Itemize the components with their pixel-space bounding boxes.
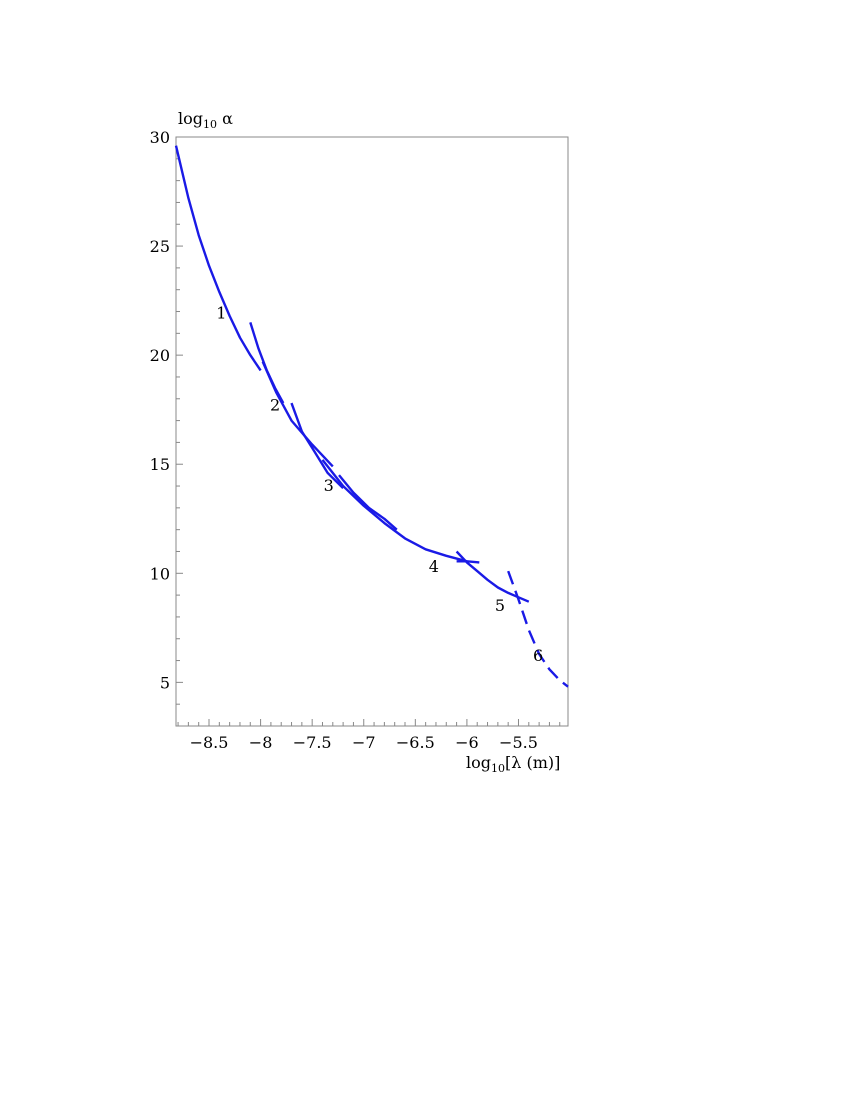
curve-1: [174, 145, 262, 372]
y-tick-label: 20: [150, 346, 170, 365]
curve-label-4: 4: [429, 557, 439, 576]
axis-ticks: [176, 136, 561, 726]
curve-8: [456, 560, 480, 564]
x-tick-label: −7.5: [293, 733, 332, 752]
curve-label-5: 5: [495, 596, 505, 615]
curve-3: [261, 361, 334, 468]
curve-7: [455, 550, 530, 603]
curve-label-1: 1: [216, 304, 226, 323]
curve-4: [290, 402, 344, 490]
curve-labels: 1 2 3 4 5 6: [216, 304, 543, 665]
x-tick-label: −8.5: [190, 733, 229, 752]
curve-label-6: 6: [533, 646, 543, 665]
curve-label-2: 2: [270, 395, 280, 414]
x-tick-label: −6.5: [396, 733, 435, 752]
y-tick-label: 5: [160, 673, 170, 692]
y-tick-label: 15: [150, 455, 170, 474]
curve-label-3: 3: [324, 476, 334, 495]
curve-5: [321, 459, 468, 563]
x-tick-label: −7: [352, 733, 376, 752]
y-tick-label: 10: [150, 564, 170, 583]
curves: [174, 145, 569, 688]
plot-frame: [175, 136, 569, 727]
x-tick-label: −5.5: [499, 733, 538, 752]
x-tick-label: −8: [249, 733, 273, 752]
curve-6: [338, 474, 398, 531]
x-axis-label: log10[λ (m)]: [466, 753, 560, 775]
y-tick-label: 30: [150, 128, 170, 147]
curve-9: [507, 570, 569, 688]
x-tick-label: −6: [455, 733, 479, 752]
y-tick-label: 25: [150, 237, 170, 256]
y-axis-label: log10 α: [178, 109, 233, 131]
